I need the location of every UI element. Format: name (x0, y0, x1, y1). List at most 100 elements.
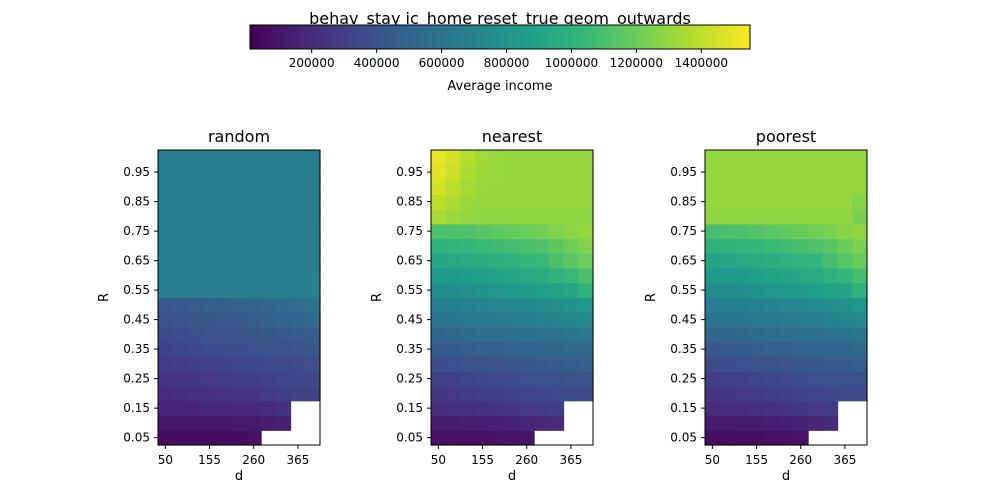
heatmap-cell (158, 223, 174, 240)
y-tick-label: 0.15 (670, 401, 697, 415)
heatmap-cell (822, 371, 839, 387)
heatmap-cell (749, 150, 765, 166)
heatmap-cell (563, 238, 579, 254)
heatmap-cell (808, 386, 824, 402)
y-tick-label: 0.65 (670, 254, 697, 268)
heatmap-cell (778, 209, 794, 225)
heatmap-cell (460, 430, 476, 446)
heatmap-cell (563, 268, 579, 284)
heatmap-cell (519, 327, 535, 343)
heatmap-cell (504, 150, 520, 166)
heatmap-cell (231, 400, 247, 417)
heatmap-cell (793, 223, 809, 240)
heatmap-cell (202, 371, 218, 387)
heatmap-cell (246, 341, 262, 358)
heatmap-cell (563, 223, 579, 240)
heatmap-cell (460, 297, 476, 313)
heatmap-cell (231, 297, 247, 313)
heatmap-cell (489, 209, 506, 225)
heatmap-cell (793, 341, 809, 358)
heatmap-cell (261, 282, 277, 299)
heatmap-cell (852, 371, 868, 387)
heatmap-cell (475, 194, 491, 210)
heatmap-cell (445, 341, 462, 358)
heatmap-cell (778, 164, 794, 181)
y-tick-label: 0.35 (670, 342, 697, 356)
heatmap-cell (793, 253, 809, 269)
heatmap-cell (852, 150, 868, 166)
y-tick-label: 0.25 (670, 372, 697, 386)
heatmap-cell (216, 223, 233, 240)
y-tick-label: 0.15 (123, 401, 150, 415)
heatmap-cell (563, 356, 579, 372)
heatmap-cell (475, 223, 491, 240)
heatmap-cell (504, 179, 520, 195)
heatmap-cell (778, 371, 794, 387)
heatmap-cell (305, 341, 321, 358)
heatmap-cell (489, 164, 506, 181)
heatmap-cell (305, 268, 321, 284)
heatmap-cell (534, 179, 550, 195)
y-tick-label: 0.25 (396, 372, 423, 386)
heatmap-cell (475, 209, 491, 225)
heatmap-cell (246, 253, 262, 269)
colorbar-ticks: 200000 400000 600000 800000 1000000 1200000 14… (289, 49, 728, 70)
heatmap-cell (475, 253, 491, 269)
heatmap-cell (261, 238, 277, 254)
heatmap-cell (548, 312, 565, 328)
heatmap-cell (578, 194, 594, 210)
y-tick-label: 0.65 (123, 254, 150, 268)
heatmap-cell (246, 430, 262, 446)
heatmap-cell (489, 341, 506, 358)
heatmap-cell (216, 371, 233, 387)
heatmap-cell (563, 282, 579, 299)
heatmap-cell (705, 400, 721, 417)
heatmap-cell (187, 268, 203, 284)
heatmap-cell (172, 312, 189, 328)
heatmap-cell (246, 179, 262, 195)
heatmap-cell (489, 415, 506, 431)
x-axis-label: d (235, 469, 243, 484)
heatmap-cell (172, 371, 189, 387)
heatmap-cell (563, 253, 579, 269)
heatmap-cell (548, 415, 565, 431)
heatmap-cell (578, 209, 594, 225)
colorbar-tick-label: 1200000 (610, 56, 663, 70)
heatmap-cell (734, 209, 750, 225)
heatmap-cell (734, 341, 750, 358)
heatmap-cell (158, 268, 174, 284)
heatmap-cell (822, 282, 839, 299)
heatmap-cell (734, 371, 750, 387)
heatmap-cell (261, 223, 277, 240)
heatmap-cell (246, 297, 262, 313)
heatmap-cell (445, 400, 462, 417)
heatmap-cell (172, 209, 189, 225)
heatmap-cell (719, 356, 736, 372)
colorbar-tick-label: 200000 (289, 56, 335, 70)
heatmap-cell (216, 430, 233, 446)
heatmap-cell (548, 223, 565, 240)
heatmap-cell (548, 400, 565, 417)
heatmap-cell (187, 209, 203, 225)
heatmap-cell (231, 341, 247, 358)
heatmap-cell (734, 356, 750, 372)
heatmap-cell (749, 282, 765, 299)
heatmap-cell (246, 356, 262, 372)
heatmap-cell (749, 371, 765, 387)
colorbar-tick-label: 400000 (354, 56, 400, 70)
heatmap-cell (290, 386, 306, 402)
heatmap-cell (445, 415, 462, 431)
heatmap-cell (563, 194, 579, 210)
heatmap-cell (172, 386, 189, 402)
heatmap-cell (172, 297, 189, 313)
heatmap-cell (705, 386, 721, 402)
heatmap-cell (534, 194, 550, 210)
heatmap-cell (763, 268, 780, 284)
heatmap-cell (261, 150, 277, 166)
heatmap-cell (246, 194, 262, 210)
y-axis-label: R (644, 293, 659, 302)
heatmap-cell (246, 223, 262, 240)
heatmap-cell (246, 150, 262, 166)
heatmap-cell (216, 164, 233, 181)
heatmap-cell (431, 430, 447, 446)
